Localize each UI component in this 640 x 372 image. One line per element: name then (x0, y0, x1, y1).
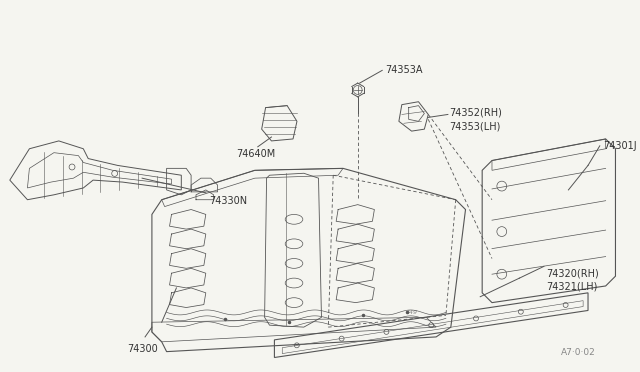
Text: 74321(LH): 74321(LH) (546, 281, 597, 291)
Text: 74353(LH): 74353(LH) (449, 121, 500, 131)
Text: 74301J: 74301J (603, 141, 636, 151)
Text: A7·0·02: A7·0·02 (561, 347, 596, 356)
Text: 74352(RH): 74352(RH) (449, 108, 502, 118)
Text: 74353A: 74353A (385, 65, 422, 76)
Text: 74320(RH): 74320(RH) (546, 268, 598, 278)
Text: 74300: 74300 (127, 344, 158, 354)
Text: 74640M: 74640M (236, 149, 275, 159)
Text: 449: 449 (406, 310, 418, 315)
Text: 74330N: 74330N (209, 196, 247, 206)
